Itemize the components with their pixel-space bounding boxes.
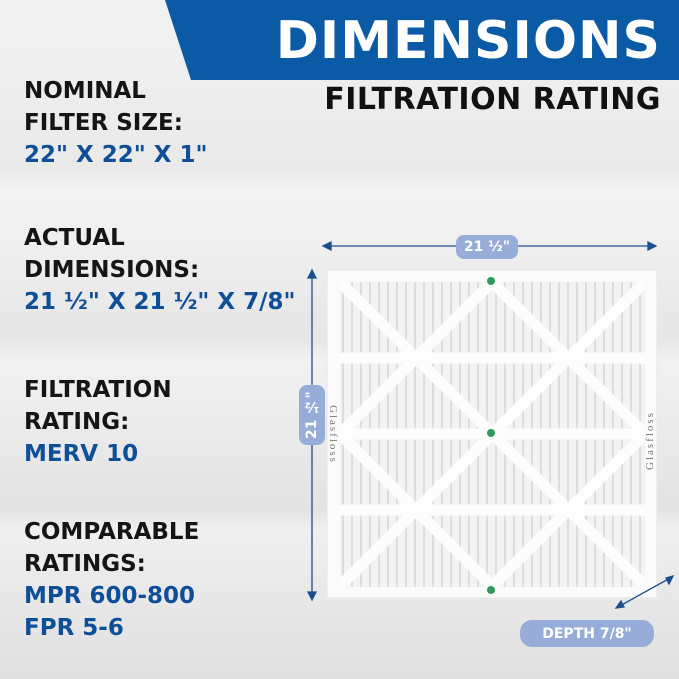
section-label: NOMINAL: [24, 78, 146, 104]
section-value: FPR 5-6: [24, 615, 124, 641]
logo-icon: [487, 429, 495, 437]
arrow-head-icon: [647, 240, 658, 252]
filtration-rating-section: FILTRATION RATING: MERV 10: [24, 374, 172, 470]
section-label: DIMENSIONS:: [24, 257, 200, 283]
section-label: RATINGS:: [24, 551, 146, 577]
depth-label: DEPTH 7/8": [520, 620, 654, 647]
section-value: MERV 10: [24, 441, 139, 467]
arrow-head-icon: [665, 574, 675, 586]
logo-icon: [487, 277, 495, 285]
depth-arrow: [617, 576, 673, 608]
section-value: MPR 600-800: [24, 583, 196, 609]
page-title: DIMENSIONS: [275, 11, 661, 71]
section-label: RATING:: [24, 409, 130, 435]
comparable-ratings-section: COMPARABLE RATINGS: MPR 600-800 FPR 5-6: [24, 516, 199, 644]
title-banner: [165, 0, 679, 80]
actual-dimensions-section: ACTUAL DIMENSIONS: 21 ½" X 21 ½" X 7/8": [24, 222, 296, 318]
logo-icon: [487, 586, 495, 594]
brand-text: Glasfloss: [327, 405, 339, 464]
section-label: ACTUAL: [24, 225, 125, 251]
section-label: COMPARABLE: [24, 519, 200, 545]
arrow-head-icon: [321, 240, 332, 252]
arrow-head-icon: [306, 591, 318, 602]
arrow-head-icon: [306, 268, 318, 279]
nominal-size-section: NOMINAL FILTER SIZE: 22" X 22" X 1": [24, 75, 207, 171]
page-subtitle: FILTRATION RATING: [324, 82, 661, 117]
width-label: 21 ½": [456, 235, 518, 259]
section-label: FILTRATION: [24, 377, 172, 403]
brand-text: Glasfloss: [644, 411, 656, 470]
section-label: FILTER SIZE:: [24, 110, 183, 136]
height-label: 21 ½": [299, 385, 325, 445]
arrow-head-icon: [614, 599, 625, 609]
section-value: 22" X 22" X 1": [24, 142, 208, 168]
section-value: 21 ½" X 21 ½" X 7/8": [24, 289, 296, 315]
